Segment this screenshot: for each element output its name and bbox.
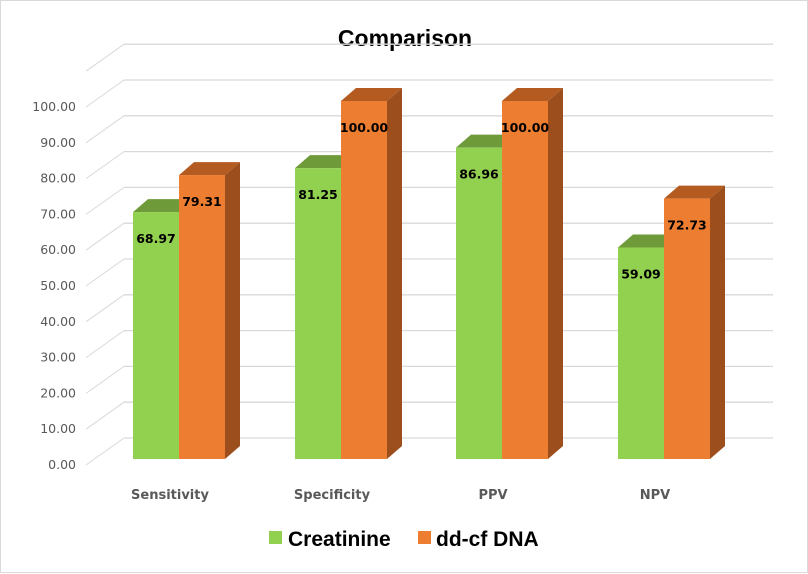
gridline-floor-diagonal: [85, 437, 125, 466]
gridline-floor-diagonal: [85, 151, 125, 180]
data-label-creatinine-npv: 59.09: [621, 266, 661, 281]
gridline-floor-diagonal: [85, 222, 125, 251]
bar-group-npv: 59.09 72.73: [618, 185, 725, 460]
bar-dd-cf-dna-sensitivity[interactable]: [179, 175, 225, 460]
bar-group-ppv: 86.96 100.00: [456, 88, 563, 459]
gridline-floor-diagonal: [85, 294, 125, 323]
y-tick-label: 60.00: [40, 242, 76, 257]
y-tick-label: 10.00: [40, 421, 76, 436]
bar-creatinine-sensitivity[interactable]: [133, 212, 179, 459]
legend[interactable]: Creatinine dd-cf DNA: [269, 528, 539, 551]
x-tick-label-sensitivity: Sensitivity: [131, 488, 209, 503]
x-axis: Sensitivity Specificity PPV NPV: [131, 488, 670, 503]
bar-creatinine-npv-top: [618, 234, 679, 248]
y-axis: 0.00 10.00 20.00 30.00 40.00 50.00 60.00 70.00 8…: [32, 99, 76, 472]
x-tick-label-specificity: Specificity: [294, 488, 371, 503]
y-tick-label: 0.00: [48, 457, 76, 472]
bar-creatinine-npv[interactable]: [618, 247, 664, 459]
y-tick-label: 30.00: [40, 350, 76, 365]
bar-dd-cf-dna-ppv-side: [548, 88, 563, 459]
data-label-dd-cf-dna-specificity: 100.00: [340, 120, 389, 135]
y-tick-label: 70.00: [40, 206, 76, 221]
bar-dd-cf-dna-npv[interactable]: [664, 198, 710, 460]
bar-creatinine-specificity-top: [295, 155, 356, 169]
bar-dd-cf-dna-ppv-top: [502, 88, 563, 101]
bar-creatinine-specificity[interactable]: [295, 168, 341, 459]
bar-dd-cf-dna-sensitivity-side: [225, 162, 240, 460]
data-label-dd-cf-dna-ppv: 100.00: [501, 120, 550, 135]
data-label-dd-cf-dna-sensitivity: 79.31: [182, 194, 222, 209]
bar-group-specificity: 81.25 100.00: [295, 88, 402, 459]
y-tick-label: 90.00: [40, 135, 76, 150]
data-label-creatinine-specificity: 81.25: [298, 187, 338, 202]
bar-dd-cf-dna-sensitivity-top: [179, 162, 240, 176]
y-tick-label: 100.00: [32, 99, 76, 114]
gridline-floor-diagonal: [85, 79, 125, 108]
gridline-floor-diagonal: [85, 258, 125, 287]
legend-swatch-dd-cf-dna: [418, 531, 431, 544]
legend-swatch-creatinine: [269, 531, 282, 544]
y-tick-label: 80.00: [40, 171, 76, 186]
bar-dd-cf-dna-npv-side: [710, 185, 725, 460]
legend-label-dd-cf-dna[interactable]: dd-cf DNA: [436, 528, 539, 551]
data-label-creatinine-sensitivity: 68.97: [136, 231, 176, 246]
gridline-floor-diagonal: [85, 330, 125, 359]
bar-dd-cf-dna-npv-top: [664, 185, 725, 199]
data-label-dd-cf-dna-npv: 72.73: [667, 218, 707, 233]
bar-dd-cf-dna-ppv[interactable]: [502, 101, 548, 459]
chart-title: Comparison: [338, 25, 472, 51]
y-tick-label: 20.00: [40, 385, 76, 400]
data-label-creatinine-ppv: 86.96: [459, 167, 499, 182]
bar-creatinine-ppv[interactable]: [456, 147, 502, 459]
bar-dd-cf-dna-specificity[interactable]: [341, 101, 387, 459]
gridline-floor-diagonal: [85, 115, 125, 144]
bar-group-sensitivity: 68.97 79.31: [133, 162, 240, 460]
gridline-floor-diagonal: [85, 365, 125, 394]
gridline-floor-diagonal: [85, 43, 125, 72]
x-tick-label-ppv: PPV: [478, 488, 507, 503]
y-tick-label: 40.00: [40, 314, 76, 329]
bar-dd-cf-dna-specificity-side: [387, 88, 402, 459]
bars: 68.97 79.31 81.25 100.00 86.96 100.00 59.09 72.…: [133, 88, 725, 460]
legend-label-creatinine[interactable]: Creatinine: [288, 528, 391, 551]
y-tick-label: 50.00: [40, 278, 76, 293]
bar-creatinine-ppv-top: [456, 134, 517, 148]
gridline-floor-diagonal: [85, 186, 125, 215]
x-tick-label-npv: NPV: [640, 488, 670, 503]
bar-dd-cf-dna-specificity-top: [341, 88, 402, 101]
bar-creatinine-sensitivity-top: [133, 199, 194, 213]
gridline-floor-diagonal: [85, 401, 125, 430]
